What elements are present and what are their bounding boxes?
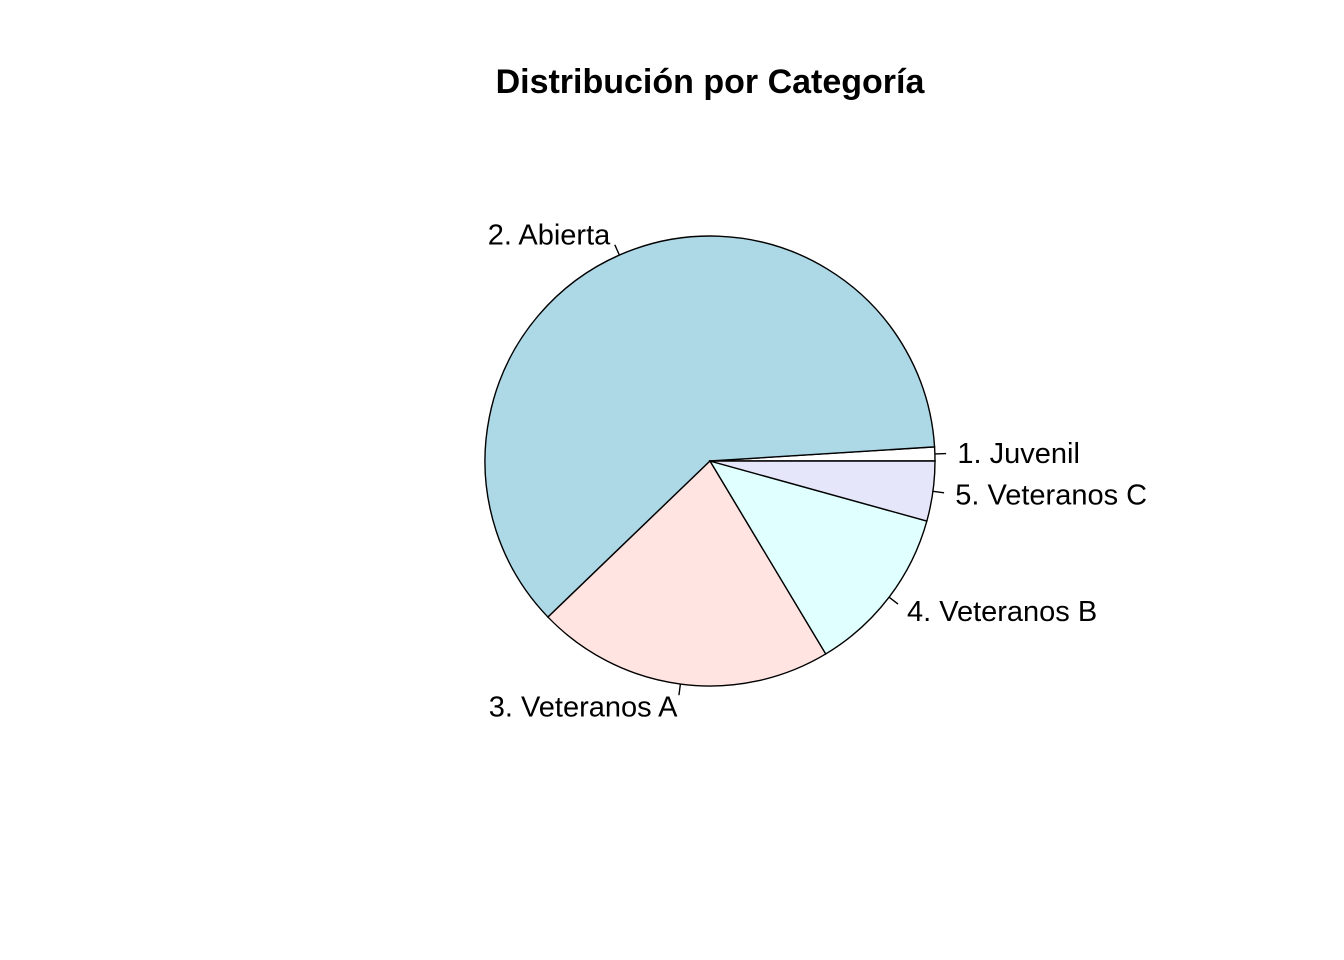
pie-labels: 1. Juvenil 2. Abierta 3. Veteranos A 4. Vet… (488, 219, 1147, 723)
pie-slice-5-veteranos-c (709, 460, 936, 522)
pie-slice-4-veteranos-b (708, 459, 928, 655)
slice-label-1-juvenil: 1. Juvenil (957, 438, 1080, 470)
leader-line-5-veteranos-c (932, 490, 945, 494)
slice-label-3-veteranos-a: 3. Veteranos A (489, 691, 678, 723)
slice-label-2-abierta: 2. Abierta (488, 219, 611, 251)
pie-slices (484, 235, 936, 687)
slice-label-4-veteranos-b: 4. Veteranos B (907, 596, 1097, 628)
pie-leader-lines (614, 244, 947, 696)
slice-label-5-veteranos-c: 5. Veteranos C (955, 479, 1147, 511)
pie-slice-2-abierta (484, 235, 936, 619)
pie-slice-3-veteranos-a (546, 459, 827, 687)
leader-line-3-veteranos-a (678, 683, 682, 696)
chart-title: Distribución por Categoría (496, 63, 926, 101)
leader-line-4-veteranos-b (888, 596, 899, 605)
leader-line-2-abierta (614, 244, 620, 256)
